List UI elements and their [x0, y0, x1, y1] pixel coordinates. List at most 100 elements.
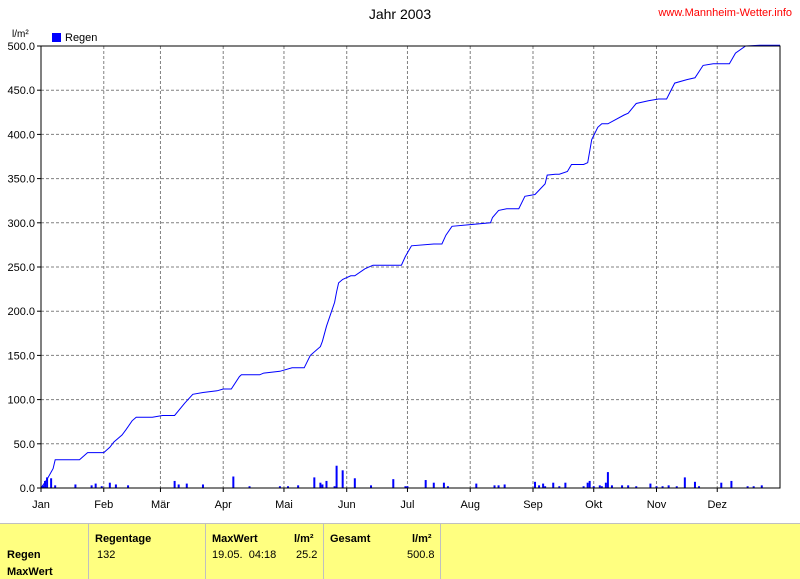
gesamt-unit: l/m²: [412, 533, 432, 545]
rain-bar: [649, 483, 652, 488]
legend-label: Regen: [65, 32, 98, 44]
y-tick-label: 0.0: [20, 483, 35, 495]
y-tick-label: 200.0: [7, 306, 35, 318]
rain-bar: [297, 485, 300, 488]
rain-bar: [586, 482, 589, 488]
rain-bar: [406, 486, 409, 488]
rain-bar: [127, 485, 130, 488]
rain-bar: [442, 482, 445, 488]
rain-bar: [248, 486, 251, 488]
rain-bar: [44, 480, 47, 488]
rain-bar: [661, 486, 664, 488]
footer-maxwert: MaxWert l/m² 19.05. 04:18 25.2: [206, 524, 324, 579]
rain-bar: [201, 484, 204, 488]
row-label-regen: Regen: [7, 549, 41, 561]
rain-bar: [675, 486, 678, 488]
rain-bar: [232, 476, 235, 488]
rain-bar: [287, 486, 290, 488]
rain-bar: [335, 465, 338, 488]
rain-bar: [760, 485, 763, 488]
maxwert-unit: l/m²: [294, 533, 314, 545]
rain-bar: [90, 485, 93, 488]
rain-bar: [185, 483, 188, 488]
grid: [37, 45, 780, 492]
rain-bar: [542, 483, 545, 488]
rain-bar: [683, 477, 686, 488]
rain-bar: [746, 486, 749, 488]
rain-bar: [42, 485, 45, 488]
rain-bar: [50, 478, 53, 488]
rain-bar: [604, 482, 607, 488]
rain-bar: [321, 484, 324, 488]
rain-bar: [475, 483, 478, 488]
rain-bar: [592, 486, 595, 488]
rain-bar: [493, 485, 496, 488]
regentage-label: Regentage: [95, 533, 152, 545]
rain-bar: [627, 485, 630, 488]
footer-gesamt: Gesamt l/m² 500.8: [324, 524, 441, 579]
footer-regentage: Regentage 132: [89, 524, 206, 579]
gesamt-value: 500.8: [407, 549, 435, 561]
chart-title: Jahr 2003: [368, 6, 432, 22]
rain-bar: [600, 486, 603, 488]
legend-swatch: [52, 33, 61, 42]
legend: Regen: [52, 32, 97, 44]
rain-bar: [610, 485, 613, 488]
rain-bar: [538, 485, 541, 488]
plot-frame: [40, 45, 781, 489]
maxwert-date: 19.05. 04:18: [212, 549, 277, 561]
row-label-maxwert: MaxWert: [7, 566, 53, 578]
rain-bar: [698, 486, 701, 488]
x-tick-label: Jun: [338, 499, 356, 511]
rain-bar: [582, 486, 585, 488]
rain-bar: [730, 480, 733, 488]
y-tick-label: 250.0: [7, 262, 35, 274]
rain-bar: [621, 485, 624, 488]
rain-bar: [404, 486, 407, 488]
rain-bar: [432, 482, 435, 488]
cumulative-rain-line: [40, 44, 780, 489]
x-tick-label: Feb: [94, 499, 113, 511]
x-tick-label: Dez: [707, 499, 727, 511]
rain-bar: [341, 470, 344, 488]
x-tick-label: Jul: [400, 499, 414, 511]
y-tick-label: 100.0: [7, 395, 35, 407]
rain-bar: [114, 484, 117, 488]
rain-bar: [333, 486, 336, 488]
rain-bar: [588, 480, 591, 488]
rain-bar: [100, 486, 103, 488]
rain-bar: [313, 477, 316, 488]
y-tick-label: 500.0: [7, 41, 35, 53]
rain-bar: [46, 477, 49, 488]
rain-bar: [173, 480, 176, 488]
y-tick-label: 300.0: [7, 218, 35, 230]
rain-bar: [667, 485, 670, 488]
rain-bar: [564, 482, 567, 488]
rain-bar: [720, 482, 723, 488]
y-tick-label: 450.0: [7, 85, 35, 97]
rain-bar: [693, 481, 696, 488]
rain-bar: [74, 484, 77, 488]
footer-row-labels: Regen MaxWert: [0, 524, 89, 579]
x-tick-label: Mai: [275, 499, 293, 511]
rain-bar: [544, 486, 547, 488]
maxwert-label: MaxWert: [212, 533, 258, 545]
rain-bar: [446, 486, 449, 488]
site-link[interactable]: www.Mannheim-Wetter.info: [658, 7, 792, 19]
rain-chart: 0.0 50.0 100.0 150.0 200.0 250.0 300.0 350.0 400…: [7, 41, 781, 511]
rain-bar: [558, 486, 561, 488]
rain-bar: [278, 486, 281, 488]
rain-bar: [655, 486, 658, 488]
rain-bar: [94, 483, 97, 488]
axis-labels: 0.0 50.0 100.0 150.0 200.0 250.0 300.0 350.0 400…: [7, 41, 727, 511]
maxwert-value: 25.2: [296, 549, 318, 561]
rain-bar: [752, 486, 755, 488]
rain-bar: [108, 482, 111, 488]
regentage-value: 132: [97, 549, 116, 561]
y-tick-label: 150.0: [7, 350, 35, 362]
x-tick-label: Sep: [523, 499, 543, 511]
y-tick-label: 50.0: [14, 439, 35, 451]
rain-bar: [534, 481, 537, 488]
rain-bar: [497, 485, 500, 488]
y-axis-unit: l/m²: [12, 29, 29, 40]
